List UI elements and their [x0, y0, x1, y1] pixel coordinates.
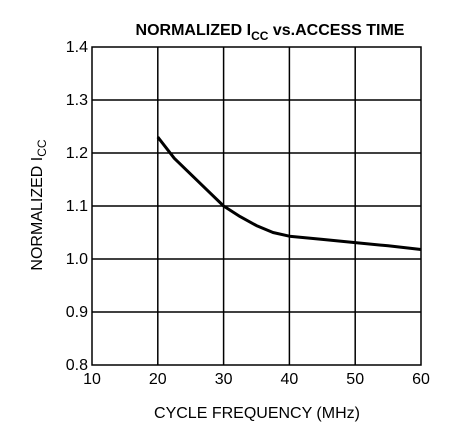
x-tick-label: 40: [281, 371, 299, 388]
x-tick-label: 50: [346, 371, 364, 388]
y-tick-label: 1.0: [66, 251, 88, 268]
y-tick-label: 0.9: [66, 304, 88, 321]
series-line: [156, 136, 422, 251]
y-tick-labels: 0.8 0.9 1.0 1.1 1.2 1.3 1.4: [66, 39, 88, 374]
y-tick-label: 0.8: [66, 357, 88, 374]
x-tick-label: 20: [149, 371, 167, 388]
series-layer: [156, 136, 422, 251]
chart-title-rest: vs.ACCESS TIME: [268, 22, 404, 39]
chart-title-sub: CC: [251, 29, 269, 43]
y-tick-label: 1.4: [66, 39, 88, 56]
x-tick-label: 10: [83, 371, 101, 388]
y-tick-label: 1.2: [66, 145, 88, 162]
chart-title-main: NORMALIZED I: [136, 22, 252, 39]
chart-title: NORMALIZED ICC vs.ACCESS TIME: [136, 22, 405, 43]
x-tick-label: 60: [412, 371, 430, 388]
y-axis-label-sub: CC: [35, 139, 49, 157]
y-axis-label-main: NORMALIZED I: [29, 157, 46, 271]
y-axis-label: NORMALIZED ICC: [29, 139, 49, 270]
grid: [91, 46, 422, 366]
y-tick-label: 1.3: [66, 92, 88, 109]
x-axis-label: CYCLE FREQUENCY (MHz): [154, 405, 360, 422]
y-tick-label: 1.1: [66, 198, 88, 215]
x-tick-labels: 10 20 30 40 50 60: [83, 371, 430, 388]
x-tick-label: 30: [215, 371, 233, 388]
